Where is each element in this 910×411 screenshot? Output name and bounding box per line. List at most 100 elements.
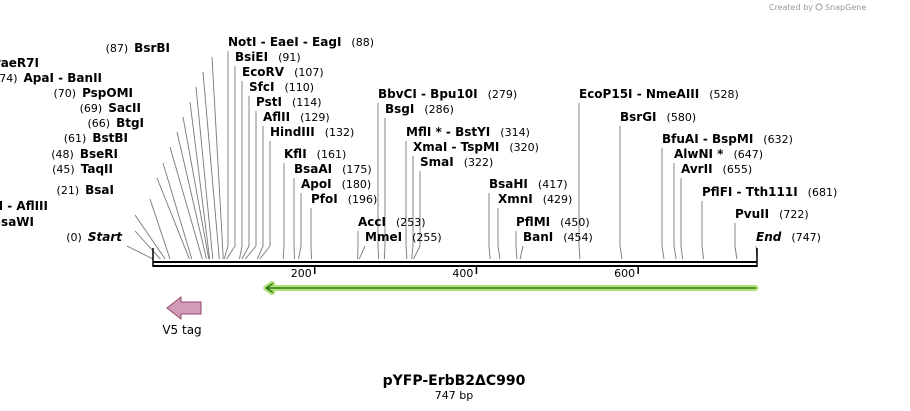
restriction-site[interactable]: BsgI (286): [385, 102, 454, 116]
restriction-site[interactable]: BanI (454): [523, 230, 593, 244]
site-connector: [169, 146, 203, 260]
site-position: (580): [667, 111, 697, 124]
site-position: (110): [284, 81, 314, 94]
site-connector: [156, 177, 190, 260]
restriction-site[interactable]: AvrII (655): [681, 162, 752, 176]
restriction-site[interactable]: MmeI (255): [365, 230, 442, 244]
restriction-site[interactable]: BbvCI - Bpu10I (279): [378, 87, 517, 101]
restriction-site[interactable]: AlwNI * (647): [674, 147, 763, 161]
site-connector: [149, 198, 171, 260]
site-position: (61): [64, 132, 87, 145]
site-position: (747): [791, 231, 821, 244]
restriction-site[interactable]: KflI (161): [284, 147, 346, 161]
site-name: AlwNI *: [674, 147, 724, 161]
site-name: PflFI - Tth111I: [702, 185, 798, 199]
site-connector: [497, 208, 501, 260]
site-name: MluI - AflIII: [0, 199, 48, 213]
map-title: pYFP-ErbB2ΔC990: [383, 373, 526, 389]
site-position: (70): [53, 87, 76, 100]
restriction-site[interactable]: HindIII (132): [270, 125, 354, 139]
site-position: (655): [723, 163, 753, 176]
restriction-site[interactable]: AflII (129): [263, 110, 330, 124]
site-name: Start: [88, 230, 123, 244]
site-connector: [134, 230, 161, 260]
ruler-label: 600: [614, 267, 635, 280]
site-position: (45): [52, 163, 75, 176]
restriction-site[interactable]: End (747): [756, 230, 821, 244]
site-position: (279): [488, 88, 518, 101]
restriction-site[interactable]: BstBI (61): [64, 131, 128, 145]
site-position: (314): [500, 126, 530, 139]
site-connector: [259, 141, 271, 260]
site-connector: [195, 86, 214, 260]
site-name: XmnI: [498, 192, 533, 206]
restriction-site[interactable]: BsaAI (175): [294, 162, 372, 176]
site-connector: [239, 81, 243, 260]
restriction-site[interactable]: MluI - AflIII(15): [0, 199, 48, 213]
site-name: AccI: [358, 215, 386, 229]
restriction-site[interactable]: PspOMI (70): [53, 86, 133, 100]
site-name: BsrGI: [620, 110, 657, 124]
site-name: BtgI: [116, 116, 144, 130]
snapgene-credit: Created by SnapGene: [769, 3, 866, 12]
site-position: (417): [538, 178, 568, 191]
restriction-site[interactable]: Start (0): [66, 230, 123, 244]
site-name: ApoI: [301, 177, 332, 191]
restriction-site[interactable]: PfoI (196): [311, 192, 377, 206]
site-name: NotI - EaeI - EagI: [228, 35, 341, 49]
restriction-site[interactable]: BseRI (48): [51, 147, 118, 161]
restriction-site[interactable]: ApoI (180): [301, 177, 371, 191]
restriction-site[interactable]: EcoP15I - NmeAIII (528): [579, 87, 739, 101]
restriction-site[interactable]: MflI * - BstYI (314): [406, 125, 530, 139]
site-position: (454): [563, 231, 593, 244]
site-name: BsgI: [385, 102, 414, 116]
restriction-site[interactable]: PstI (114): [256, 95, 322, 109]
restriction-site[interactable]: BsiEI (91): [235, 50, 301, 64]
restriction-site[interactable]: BsrBI (87): [106, 41, 170, 55]
site-connector: [134, 214, 166, 260]
restriction-site[interactable]: ApaI - BanII (74): [0, 71, 102, 85]
site-name: AvrII: [681, 162, 713, 176]
restriction-site[interactable]: PvuII (722): [735, 207, 809, 221]
site-position: (87): [106, 42, 129, 55]
orf-arrow[interactable]: [265, 283, 757, 293]
restriction-site[interactable]: BtgI (66): [87, 116, 144, 130]
site-position: (429): [543, 193, 573, 206]
ruler-label: 400: [452, 267, 473, 280]
restriction-site[interactable]: XmnI (429): [498, 192, 572, 206]
ruler-label: 200: [291, 267, 312, 280]
restriction-site[interactable]: AgeI - BsaWI(9): [0, 215, 34, 229]
restriction-site[interactable]: BfuAI - BspMI (632): [662, 132, 793, 146]
site-position: (91): [278, 51, 301, 64]
site-position: (180): [342, 178, 372, 191]
restriction-site[interactable]: PflMI (450): [516, 215, 590, 229]
restriction-site[interactable]: SmaI (322): [420, 155, 493, 169]
site-name: BsaAI: [294, 162, 332, 176]
restriction-site[interactable]: EcoRV (107): [242, 65, 324, 79]
site-name: PvuII: [735, 207, 769, 221]
site-name: XhoI - PspXI - PaeR7I: [0, 56, 39, 70]
restriction-site[interactable]: PflFI - Tth111I (681): [702, 185, 837, 199]
restriction-site[interactable]: BsaI (21): [57, 183, 114, 197]
site-connector: [411, 156, 414, 260]
site-name: BsiEI: [235, 50, 268, 64]
site-name: PspOMI: [82, 86, 133, 100]
v5-tag-label: V5 tag: [162, 323, 201, 337]
restriction-site[interactable]: XmaI - TspMI (320): [413, 140, 539, 154]
restriction-site[interactable]: BsrGI (580): [620, 110, 696, 124]
site-name: MflI * - BstYI: [406, 125, 490, 139]
restriction-site[interactable]: SacII (69): [80, 101, 141, 115]
site-position: (132): [325, 126, 355, 139]
restriction-site[interactable]: NotI - EaeI - EagI (88): [228, 35, 374, 49]
restriction-site[interactable]: XhoI - PspXI - PaeR7I(82): [0, 56, 39, 70]
site-position: (320): [509, 141, 539, 154]
restriction-site[interactable]: TaqII (45): [52, 162, 113, 176]
site-name: BfuAI - BspMI: [662, 132, 753, 146]
site-position: (161): [317, 148, 347, 161]
site-position: (88): [351, 36, 374, 49]
restriction-site[interactable]: AccI (253): [358, 215, 426, 229]
restriction-site[interactable]: BsaHI (417): [489, 177, 568, 191]
v5-tag-arrow[interactable]: [166, 295, 202, 321]
restriction-site[interactable]: SfcI (110): [249, 80, 314, 94]
